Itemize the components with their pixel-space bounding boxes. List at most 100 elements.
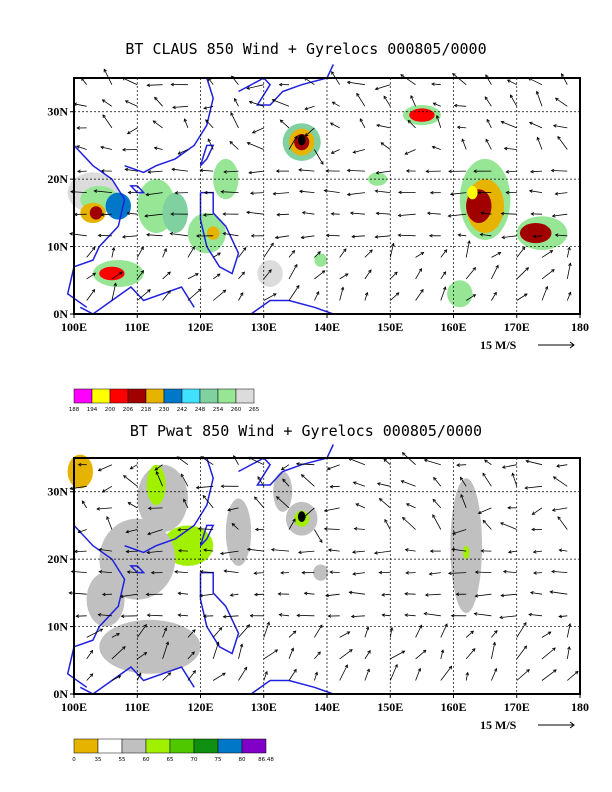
wind-arrow-head <box>167 290 171 294</box>
wind-arrow <box>465 630 474 638</box>
wind-arrow-head <box>203 190 208 195</box>
colorbar-swatch <box>127 388 147 404</box>
wind-arrow <box>249 101 264 107</box>
wind-arrow <box>461 138 467 150</box>
shade-blob <box>450 478 483 614</box>
y-tick-label: 30N <box>47 485 68 499</box>
wind-arrow <box>465 672 469 681</box>
wind-arrow-head <box>292 630 297 635</box>
wind-arrow <box>170 233 188 237</box>
wind-arrow-head <box>383 458 387 463</box>
wind-arrow-head <box>183 118 188 122</box>
wind-arrow <box>324 190 340 193</box>
wind-arrow <box>154 147 163 150</box>
wind-arrow-head <box>398 190 402 195</box>
wind-arrow-head <box>303 591 308 596</box>
wind-arrow-head <box>557 135 561 140</box>
wind-arrow-head <box>381 613 386 617</box>
wind-arrow <box>324 528 340 530</box>
wind-arrow <box>352 235 365 238</box>
wind-arrow-head <box>317 251 321 255</box>
wind-arrow-head <box>293 135 298 140</box>
wind-arrow <box>424 459 441 466</box>
wind-arrow <box>288 630 297 638</box>
wind-arrow <box>460 494 467 509</box>
wind-arrow-head <box>98 547 103 552</box>
wind-arrow <box>263 242 274 258</box>
wind-arrow <box>74 550 87 552</box>
wind-arrow-head <box>125 549 130 554</box>
wind-arrow-head <box>126 211 131 216</box>
wind-arrow-head <box>531 527 535 532</box>
wind-arrow <box>440 249 448 258</box>
wind-arrow <box>375 84 391 90</box>
wind-arrow <box>448 213 467 217</box>
wind-arrow-head <box>452 73 456 77</box>
wind-arrow-head <box>456 125 461 130</box>
wind-arrow-head <box>298 189 303 194</box>
wind-arrow <box>187 288 202 301</box>
wind-arrow <box>154 97 163 107</box>
wind-arrow <box>187 273 199 280</box>
wind-arrow-head <box>418 267 422 272</box>
wind-arrow <box>376 212 391 215</box>
wind-arrow <box>263 622 270 638</box>
wind-arrow <box>187 651 195 660</box>
wind-arrow-head <box>116 633 120 637</box>
wind-arrow-head <box>150 571 155 575</box>
wind-arrow-head <box>503 146 508 151</box>
wind-arrow-head <box>291 249 296 254</box>
x-tick-label: 180 <box>571 700 589 714</box>
wind-arrow-head <box>506 79 511 83</box>
wind-arrow <box>390 650 405 660</box>
wind-arrow-head <box>494 630 498 634</box>
wind-arrow <box>389 243 394 258</box>
vector-reference-head <box>569 341 575 349</box>
wind-arrow <box>567 671 579 681</box>
wind-arrow-head <box>471 648 476 652</box>
wind-arrow-head <box>124 100 129 104</box>
wind-arrow-head <box>301 570 306 575</box>
wind-arrow <box>415 625 422 638</box>
shade-blob <box>206 226 220 240</box>
wind-arrow <box>102 485 113 493</box>
wind-arrow-head <box>177 613 182 617</box>
wind-arrow-head <box>127 502 132 506</box>
wind-arrow-head <box>219 551 224 556</box>
wind-arrow-head <box>331 101 336 105</box>
wind-arrow <box>499 615 517 618</box>
wind-arrow-head <box>495 264 499 269</box>
wind-arrow <box>382 614 391 617</box>
wind-arrow-head <box>113 282 117 287</box>
wind-arrow-head <box>319 624 323 629</box>
wind-arrow-head <box>248 170 253 175</box>
wind-arrow <box>130 464 138 470</box>
wind-arrow <box>502 235 517 238</box>
wind-arrow <box>100 146 112 150</box>
wind-arrow <box>200 169 214 172</box>
wind-arrow <box>561 73 568 85</box>
x-tick-label: 140E <box>314 700 340 714</box>
wind-arrow <box>415 649 427 660</box>
wind-arrow-head <box>501 235 506 240</box>
shade-blob <box>314 253 328 267</box>
wind-arrow-head <box>177 548 182 553</box>
wind-arrow-head <box>103 68 107 73</box>
wind-arrow <box>364 668 370 681</box>
wind-arrow-head <box>195 485 200 490</box>
wind-arrow-head <box>174 570 178 574</box>
wind-arrow <box>199 593 214 597</box>
wind-vectors <box>68 452 579 681</box>
wind-arrow <box>478 507 492 514</box>
wind-arrow-head <box>552 476 557 480</box>
wind-arrow-head <box>199 570 204 574</box>
x-tick-label: 130E <box>251 700 277 714</box>
wind-arrow-head <box>509 94 514 98</box>
wind-arrow <box>553 125 568 129</box>
wind-arrow-head <box>346 192 351 197</box>
wind-arrow <box>202 495 214 509</box>
wind-arrow <box>162 248 167 258</box>
wind-arrow-head <box>203 548 207 552</box>
wind-arrow-head <box>525 459 530 464</box>
wind-arrow <box>507 79 517 86</box>
